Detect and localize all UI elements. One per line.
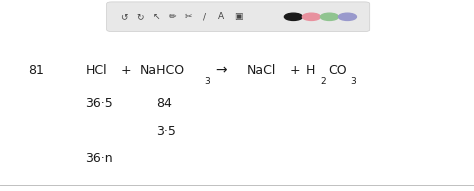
Text: NaHCO: NaHCO xyxy=(140,64,185,77)
Text: A: A xyxy=(218,12,224,21)
Text: ✂: ✂ xyxy=(185,12,192,21)
Text: ✏: ✏ xyxy=(169,12,176,21)
Text: 2: 2 xyxy=(320,77,326,86)
Text: ▣: ▣ xyxy=(234,12,243,21)
Text: ↺: ↺ xyxy=(120,12,128,21)
FancyBboxPatch shape xyxy=(107,2,370,32)
Text: 81: 81 xyxy=(28,64,44,77)
Text: →: → xyxy=(216,64,228,78)
Text: 3: 3 xyxy=(204,77,210,86)
Text: ↖: ↖ xyxy=(153,12,160,21)
Circle shape xyxy=(320,13,338,20)
Text: CO: CO xyxy=(328,64,347,77)
Text: HCl: HCl xyxy=(85,64,107,77)
Circle shape xyxy=(284,13,302,20)
Circle shape xyxy=(302,13,320,20)
Circle shape xyxy=(338,13,356,20)
Text: NaCl: NaCl xyxy=(246,64,276,77)
Text: ↻: ↻ xyxy=(137,12,144,21)
Text: 3·5: 3·5 xyxy=(156,125,176,138)
Text: 3: 3 xyxy=(350,77,356,86)
Text: 36·5: 36·5 xyxy=(85,97,113,110)
Text: +: + xyxy=(289,64,300,77)
Text: 36·n: 36·n xyxy=(85,152,113,165)
Text: 84: 84 xyxy=(156,97,172,110)
Text: /: / xyxy=(203,12,206,21)
Text: +: + xyxy=(121,64,131,77)
Text: H: H xyxy=(306,64,315,77)
